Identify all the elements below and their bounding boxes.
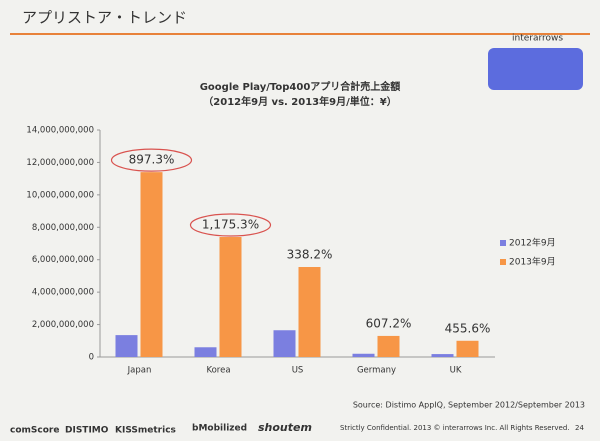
highlight-circle — [110, 148, 193, 172]
legend-swatch — [500, 240, 506, 246]
annotation: 1,175.3% — [202, 218, 259, 232]
bar — [431, 354, 454, 357]
legend-label: 2012年9月 — [509, 237, 556, 249]
logo: shoutem — [258, 421, 312, 434]
world-map — [488, 48, 583, 90]
bar — [352, 353, 375, 357]
y-tick-label: 4,000,000,000 — [32, 288, 94, 298]
logo: KISSmetrics — [115, 426, 176, 436]
bar — [273, 330, 296, 357]
y-tick-label: 8,000,000,000 — [32, 223, 94, 233]
x-tick-label: UK — [450, 366, 462, 376]
y-tick-label: 10,000,000,000 — [26, 190, 94, 200]
y-tick-label: 6,000,000,000 — [32, 255, 94, 265]
y-tick-label: 14,000,000,000 — [26, 126, 94, 136]
annotation: 897.3% — [129, 153, 175, 167]
annotation: 607.2% — [366, 316, 412, 330]
x-tick-label: Germany — [357, 366, 396, 376]
logo: interarrows — [512, 34, 563, 44]
bar — [298, 267, 321, 357]
bar — [377, 335, 400, 357]
page-number: 24 — [575, 424, 584, 432]
y-tick-label: 0 — [89, 353, 94, 363]
x-tick-label: Korea — [206, 366, 230, 376]
x-tick-label: Japan — [127, 366, 152, 376]
annotation: 455.6% — [445, 321, 491, 335]
chart-subtitle: （2012年9月 vs. 2013年9月/単位：¥） — [203, 95, 396, 108]
legend-label: 2013年9月 — [509, 256, 556, 268]
logo: bMobilized — [192, 424, 247, 434]
bar — [194, 347, 217, 357]
footer-notice: Strictly Confidential. 2013 © interarrow… — [340, 424, 570, 432]
y-tick-label: 2,000,000,000 — [32, 320, 94, 330]
bar — [115, 335, 138, 357]
annotation: 338.2% — [287, 248, 333, 262]
bar — [140, 172, 163, 357]
legend-swatch — [500, 259, 506, 265]
source: Source: Distimo AppIQ, September 2012/Se… — [353, 401, 585, 410]
slide-title: アプリストア・トレンド — [22, 9, 187, 27]
bar — [219, 237, 242, 357]
y-tick-label: 12,000,000,000 — [26, 158, 94, 168]
chart-title: Google Play/Top400アプリ合計売上金額 — [200, 80, 401, 93]
logo: DISTIMO — [65, 426, 109, 436]
highlight-circle — [189, 213, 272, 237]
logo: comScore — [10, 426, 59, 436]
x-tick-label: US — [292, 366, 304, 376]
bar — [456, 340, 479, 357]
